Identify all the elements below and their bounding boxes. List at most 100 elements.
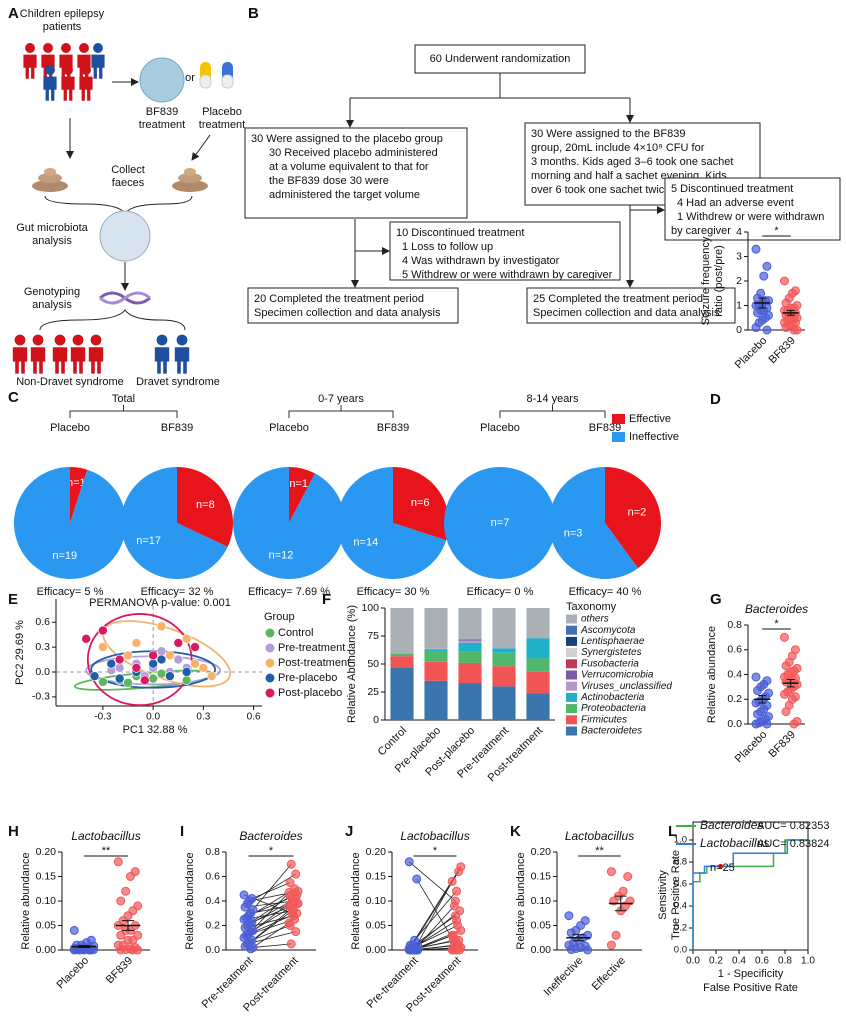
pair-line bbox=[250, 892, 290, 932]
bar-segment bbox=[390, 653, 414, 654]
error-bar bbox=[758, 695, 767, 704]
legend-swatch bbox=[566, 648, 577, 658]
dot bbox=[286, 939, 296, 949]
dot bbox=[606, 940, 616, 950]
bar-segment bbox=[526, 693, 550, 720]
efficacy-label: Efficacy= 5 % bbox=[37, 586, 104, 598]
panel-a-art bbox=[39, 57, 234, 331]
person-icon bbox=[90, 334, 102, 346]
dot bbox=[284, 887, 294, 897]
point bbox=[190, 642, 200, 652]
dot bbox=[751, 719, 761, 729]
value-label: n=2 bbox=[628, 507, 647, 519]
point bbox=[190, 658, 200, 669]
dot bbox=[286, 859, 296, 869]
dot bbox=[762, 261, 772, 271]
error-bar bbox=[572, 934, 585, 942]
bar-segment bbox=[390, 653, 414, 657]
y-tick-label: 0.4 bbox=[727, 668, 742, 680]
y-tick-label: 0.20 bbox=[531, 846, 552, 858]
y-tick-label: 0.00 bbox=[366, 944, 387, 956]
dot bbox=[125, 872, 135, 881]
person-icon bbox=[61, 43, 71, 53]
flow-text: 1 Loss to follow up bbox=[402, 241, 493, 253]
panel-label: C bbox=[8, 389, 19, 406]
annotation: n=25 bbox=[710, 862, 735, 874]
legend-swatch bbox=[566, 704, 577, 714]
person-icon bbox=[54, 334, 66, 346]
bracket bbox=[288, 405, 394, 418]
x-tick-label: 0.4 bbox=[732, 956, 746, 967]
significance: * bbox=[774, 618, 779, 630]
pair-line bbox=[250, 922, 290, 950]
group-title: 0-7 years bbox=[318, 393, 364, 405]
panel-a-text: treatment bbox=[199, 119, 245, 131]
value-label: n=17 bbox=[136, 535, 161, 547]
error-bar bbox=[614, 895, 627, 912]
pair-line bbox=[251, 882, 291, 899]
legend-label: Actinobacteria bbox=[580, 692, 645, 703]
bar-segment bbox=[424, 680, 448, 720]
panel-label: L bbox=[668, 823, 677, 840]
legend-label: Control bbox=[278, 627, 313, 639]
y-tick-label: 0.4 bbox=[674, 901, 687, 912]
y-tick-label: 0.4 bbox=[205, 895, 220, 907]
person-icon bbox=[25, 43, 35, 53]
y-tick-label: 0.05 bbox=[36, 919, 57, 931]
x-axis-label: 1 - Specificity bbox=[718, 968, 784, 980]
bar-segment bbox=[458, 683, 482, 720]
person-icon bbox=[14, 334, 26, 346]
significance: ** bbox=[595, 845, 604, 857]
group-title: 8-14 years bbox=[527, 393, 579, 405]
dot bbox=[606, 867, 616, 877]
dot bbox=[285, 878, 295, 888]
y-tick-label: 0.6 bbox=[205, 870, 220, 882]
pie-name: BF839 bbox=[377, 422, 409, 434]
value-label: n=8 bbox=[196, 499, 215, 511]
y-tick-label: 2 bbox=[736, 275, 742, 287]
faeces-icon bbox=[44, 168, 56, 176]
person-icon bbox=[91, 54, 105, 79]
flow-text: 20 Completed the treatment period bbox=[254, 293, 424, 305]
chart-title: PERMANOVA p-value: 0.001 bbox=[89, 597, 231, 609]
point bbox=[165, 671, 175, 681]
person-icon bbox=[79, 43, 89, 53]
y-tick-label: 0.10 bbox=[36, 895, 57, 907]
flow-text: 1 Withdrew or were withdrawn bbox=[677, 211, 824, 223]
point bbox=[123, 677, 133, 688]
bar-segment bbox=[526, 671, 550, 694]
dot bbox=[411, 945, 421, 955]
y-tick-label: 0.00 bbox=[36, 944, 57, 956]
panel-a-text: Genotyping bbox=[24, 286, 80, 298]
pie-slice bbox=[70, 467, 88, 523]
legend-marker bbox=[265, 628, 275, 638]
flow-text: 30 Received placebo administered bbox=[269, 147, 438, 159]
bar-segment bbox=[424, 661, 448, 681]
dot bbox=[779, 689, 789, 699]
person-icon bbox=[154, 347, 170, 374]
panel-a-text: analysis bbox=[32, 235, 72, 247]
point bbox=[98, 625, 108, 636]
dot bbox=[779, 276, 789, 286]
pie-slice bbox=[121, 467, 228, 579]
value-label: n=1 bbox=[289, 478, 308, 490]
panel-a-text: Dravet syndrome bbox=[136, 376, 220, 388]
significance: * bbox=[774, 225, 779, 237]
bar-segment bbox=[492, 648, 516, 653]
point bbox=[173, 654, 184, 665]
y-tick-label: 0.3 bbox=[35, 641, 50, 653]
legend-label: Viruses_unclassified bbox=[581, 681, 672, 692]
flow-text: at a volume equivalent to that for bbox=[269, 161, 429, 173]
legend-swatch bbox=[612, 432, 625, 442]
dot bbox=[447, 876, 457, 886]
value-label: n=3 bbox=[564, 527, 583, 539]
pie-slice bbox=[177, 466, 234, 547]
flow-text: group, 20mL include 4×10⁹ CFU for bbox=[531, 142, 705, 154]
y-tick-label: 0.15 bbox=[36, 870, 57, 882]
dot bbox=[404, 857, 414, 867]
cutoff-marker bbox=[718, 863, 724, 869]
dot bbox=[566, 945, 576, 955]
point bbox=[148, 658, 158, 669]
